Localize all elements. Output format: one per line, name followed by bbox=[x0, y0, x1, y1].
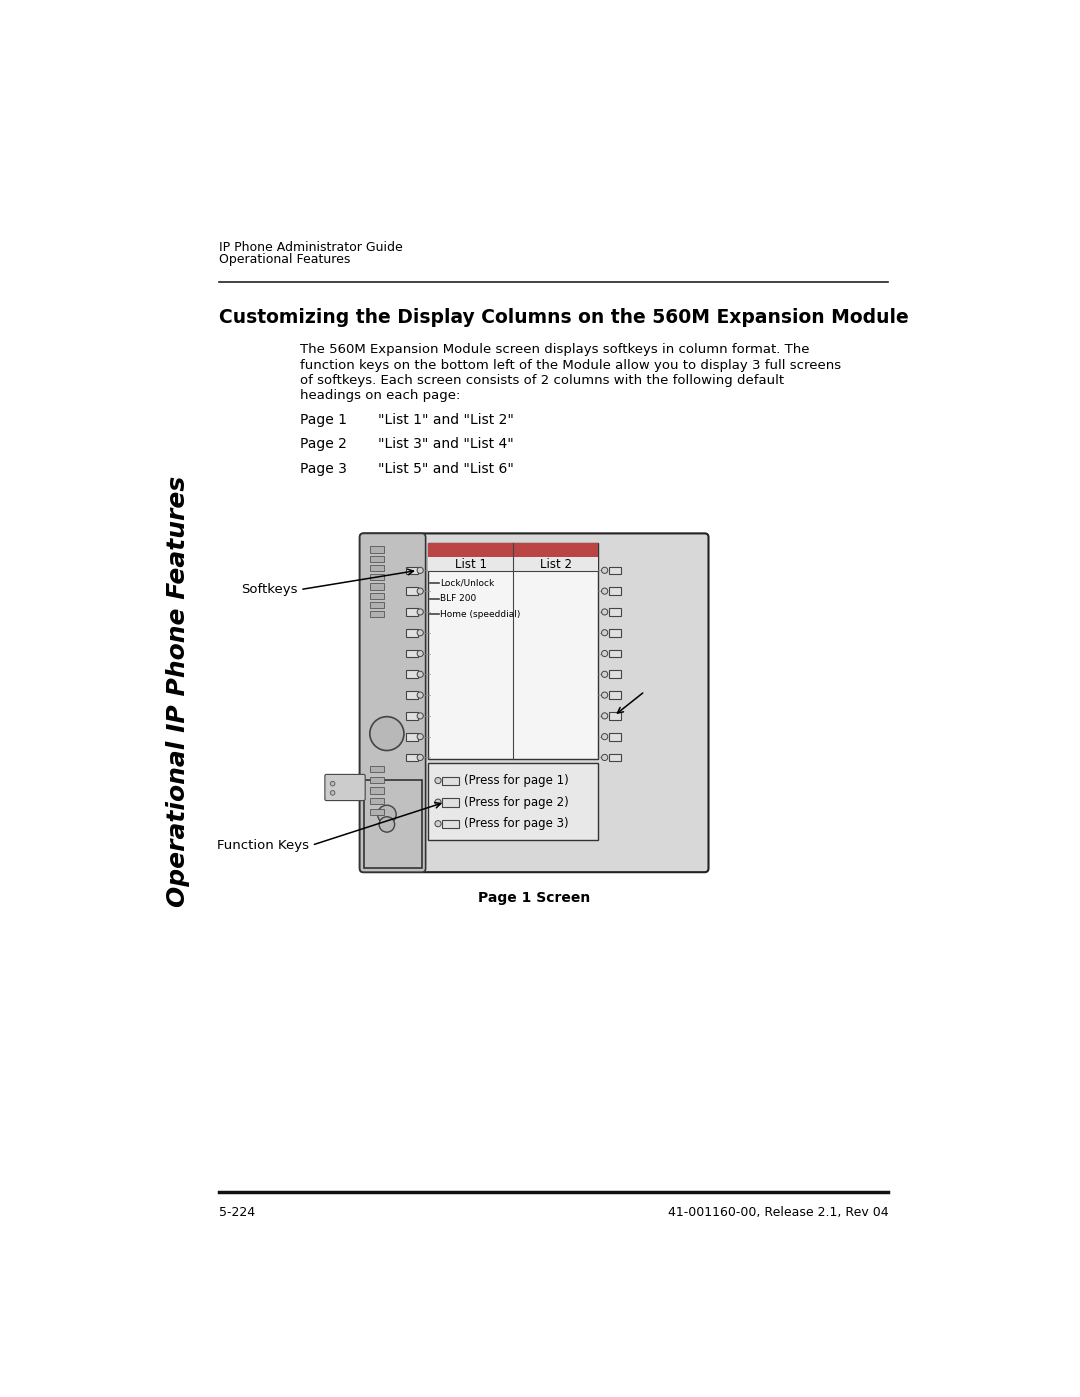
Text: "List 5" and "List 6": "List 5" and "List 6" bbox=[378, 462, 513, 476]
Bar bbox=[442, 777, 459, 785]
Circle shape bbox=[417, 712, 423, 719]
Circle shape bbox=[417, 567, 423, 573]
Circle shape bbox=[435, 778, 441, 784]
Bar bbox=[406, 692, 418, 698]
Bar bbox=[369, 584, 383, 590]
Text: Home (speeddial): Home (speeddial) bbox=[441, 609, 521, 619]
Circle shape bbox=[602, 733, 608, 740]
Text: Page 1 Screen: Page 1 Screen bbox=[478, 891, 591, 905]
Circle shape bbox=[417, 609, 423, 615]
Text: of softkeys. Each screen consists of 2 columns with the following default: of softkeys. Each screen consists of 2 c… bbox=[300, 374, 784, 387]
Circle shape bbox=[602, 671, 608, 678]
Bar bbox=[428, 557, 598, 571]
Text: 5-224: 5-224 bbox=[218, 1207, 255, 1220]
Bar bbox=[442, 798, 459, 806]
Circle shape bbox=[602, 630, 608, 636]
Bar bbox=[364, 780, 422, 869]
Circle shape bbox=[602, 692, 608, 698]
Text: (Press for page 2): (Press for page 2) bbox=[463, 796, 568, 809]
Bar bbox=[609, 692, 621, 698]
Bar bbox=[406, 608, 418, 616]
Circle shape bbox=[369, 717, 404, 750]
Bar bbox=[428, 763, 598, 840]
Text: "List 3" and "List 4": "List 3" and "List 4" bbox=[378, 437, 513, 451]
Text: "List 1" and "List 2": "List 1" and "List 2" bbox=[378, 412, 513, 426]
Circle shape bbox=[378, 805, 396, 824]
Text: Function Keys: Function Keys bbox=[217, 838, 309, 852]
Bar bbox=[406, 712, 418, 719]
Circle shape bbox=[417, 733, 423, 740]
Text: IP Phone Administrator Guide: IP Phone Administrator Guide bbox=[218, 240, 403, 254]
Text: Operational Features: Operational Features bbox=[218, 253, 350, 265]
Circle shape bbox=[602, 567, 608, 573]
Circle shape bbox=[379, 817, 394, 833]
Bar bbox=[369, 556, 383, 562]
Circle shape bbox=[602, 588, 608, 594]
Text: BLF 200: BLF 200 bbox=[441, 594, 476, 604]
Bar bbox=[406, 753, 418, 761]
Bar bbox=[369, 610, 383, 617]
Text: Softkeys: Softkeys bbox=[241, 583, 298, 597]
Circle shape bbox=[417, 651, 423, 657]
Text: List 1: List 1 bbox=[455, 557, 487, 571]
Bar bbox=[609, 753, 621, 761]
Circle shape bbox=[417, 630, 423, 636]
Bar bbox=[428, 543, 598, 557]
Bar bbox=[406, 629, 418, 637]
Text: Customizing the Display Columns on the 560M Expansion Module: Customizing the Display Columns on the 5… bbox=[218, 307, 908, 327]
Bar bbox=[406, 733, 418, 740]
Bar bbox=[609, 587, 621, 595]
Circle shape bbox=[417, 588, 423, 594]
Bar bbox=[428, 543, 598, 759]
Text: The 560M Expansion Module screen displays softkeys in column format. The: The 560M Expansion Module screen display… bbox=[300, 344, 810, 356]
Bar bbox=[369, 546, 383, 553]
Bar bbox=[609, 733, 621, 740]
Bar bbox=[609, 712, 621, 719]
Circle shape bbox=[330, 781, 335, 787]
Circle shape bbox=[417, 671, 423, 678]
Bar bbox=[369, 564, 383, 571]
Bar bbox=[369, 766, 383, 773]
Bar bbox=[406, 650, 418, 658]
Text: Page 2: Page 2 bbox=[300, 437, 347, 451]
Text: function keys on the bottom left of the Module allow you to display 3 full scree: function keys on the bottom left of the … bbox=[300, 359, 841, 372]
Bar bbox=[609, 650, 621, 658]
Circle shape bbox=[602, 754, 608, 760]
Bar bbox=[609, 629, 621, 637]
FancyBboxPatch shape bbox=[325, 774, 365, 800]
Circle shape bbox=[602, 651, 608, 657]
Text: Lock/Unlock: Lock/Unlock bbox=[441, 578, 495, 588]
Circle shape bbox=[417, 754, 423, 760]
Bar bbox=[406, 671, 418, 678]
Bar bbox=[406, 587, 418, 595]
Text: (Press for page 1): (Press for page 1) bbox=[463, 774, 568, 787]
Text: 41-001160-00, Release 2.1, Rev 04: 41-001160-00, Release 2.1, Rev 04 bbox=[667, 1207, 889, 1220]
FancyBboxPatch shape bbox=[360, 534, 426, 872]
Text: Page 1: Page 1 bbox=[300, 412, 347, 426]
Text: Page 3: Page 3 bbox=[300, 462, 347, 476]
Bar bbox=[369, 777, 383, 782]
Circle shape bbox=[435, 799, 441, 805]
Text: List 2: List 2 bbox=[540, 557, 571, 571]
Bar bbox=[369, 602, 383, 608]
Text: Operational IP Phone Features: Operational IP Phone Features bbox=[165, 475, 190, 907]
Circle shape bbox=[435, 820, 441, 827]
Bar bbox=[442, 820, 459, 828]
Circle shape bbox=[417, 692, 423, 698]
Bar bbox=[406, 567, 418, 574]
Bar bbox=[369, 809, 383, 816]
Bar bbox=[369, 798, 383, 805]
Circle shape bbox=[602, 712, 608, 719]
Bar bbox=[609, 567, 621, 574]
Bar bbox=[369, 574, 383, 580]
Bar bbox=[609, 608, 621, 616]
Text: headings on each page:: headings on each page: bbox=[300, 390, 460, 402]
FancyBboxPatch shape bbox=[360, 534, 708, 872]
Circle shape bbox=[330, 791, 335, 795]
Bar bbox=[369, 788, 383, 793]
Circle shape bbox=[602, 609, 608, 615]
Text: (Press for page 3): (Press for page 3) bbox=[463, 817, 568, 830]
Bar bbox=[609, 671, 621, 678]
Bar bbox=[369, 592, 383, 599]
